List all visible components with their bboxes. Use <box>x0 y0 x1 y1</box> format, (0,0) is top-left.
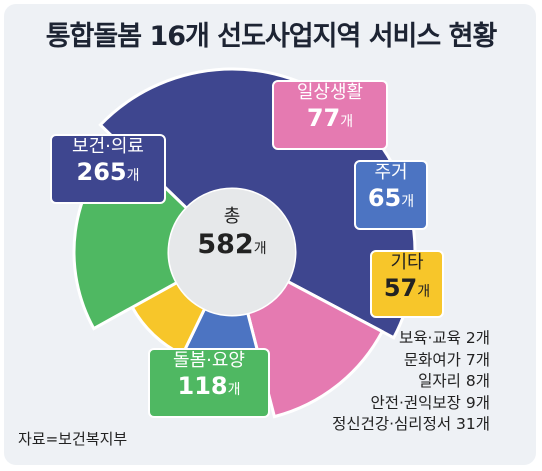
donut-hole <box>169 189 295 315</box>
other-breakdown-item: 일자리 8개 <box>418 372 490 390</box>
slice-label-health-value: 265개 <box>76 158 140 186</box>
chart-title: 통합돌봄 16개 선도사업지역 서비스 현황 <box>45 21 498 52</box>
slice-label-health-name: 보건·의료 <box>72 136 144 157</box>
other-breakdown-item: 정신건강·심리정서 31개 <box>332 415 490 433</box>
other-breakdown-item: 문화여가 7개 <box>403 350 490 369</box>
slice-label-other-value: 57개 <box>383 274 431 302</box>
other-breakdown-list: 보육·교육 2개 문화여가 7개 일자리 8개 안전·권익보장 9개 정신건강·… <box>332 328 490 436</box>
slice-label-care-value: 118개 <box>177 372 241 400</box>
slice-label-daily-name: 일상생활 <box>296 82 364 103</box>
total-value: 582개 <box>197 229 267 260</box>
slice-label-housing: 주거 65개 <box>354 160 428 230</box>
slice-label-care: 돌봄·요양 118개 <box>148 348 270 418</box>
other-breakdown-item: 보육·교육 2개 <box>398 329 490 347</box>
slice-label-housing-value: 65개 <box>367 184 415 212</box>
total-title: 총 <box>223 206 241 227</box>
slice-label-other: 기타 57개 <box>370 250 444 318</box>
slice-label-other-name: 기타 <box>390 252 424 273</box>
slice-label-care-name: 돌봄·요양 <box>173 350 245 371</box>
slice-label-daily-value: 77개 <box>306 104 354 132</box>
other-breakdown-item: 안전·권익보장 9개 <box>370 393 490 412</box>
total-label: 총 582개 <box>170 205 294 265</box>
slice-label-housing-name: 주거 <box>374 162 408 183</box>
slice-label-daily: 일상생활 77개 <box>272 80 388 150</box>
slice-label-health: 보건·의료 265개 <box>50 134 166 204</box>
source-note: 자료=보건복지부 <box>18 430 128 448</box>
